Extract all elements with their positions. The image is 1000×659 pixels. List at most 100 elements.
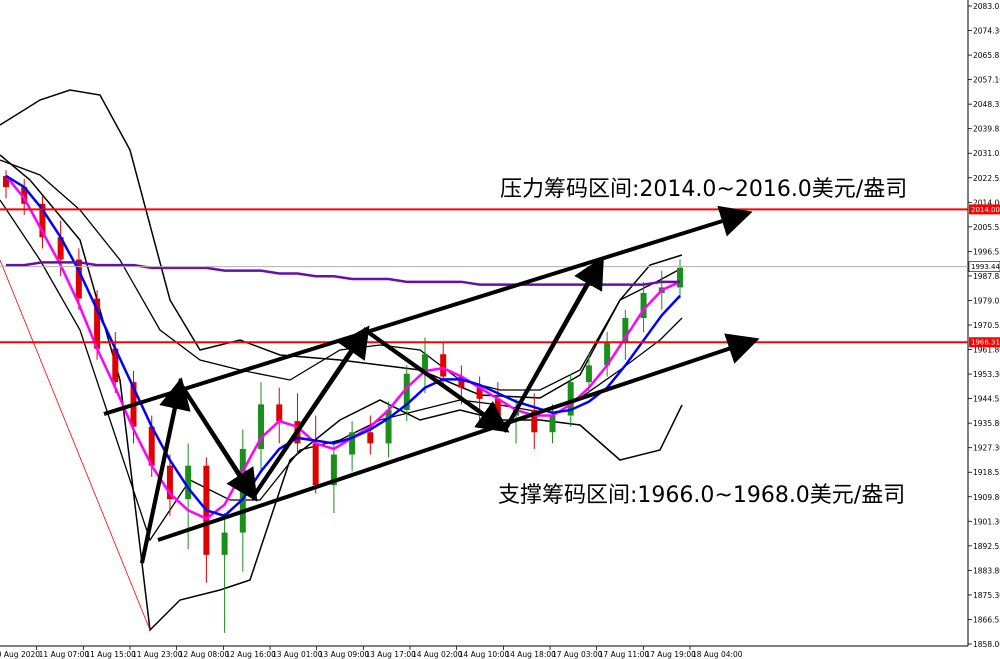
x-tick-label: 13 Aug 17:00: [365, 650, 416, 659]
candle: [330, 443, 337, 514]
candle-body: [57, 237, 64, 260]
svg-text:1966.31: 1966.31: [971, 339, 1000, 347]
candle-body: [349, 432, 356, 455]
candle-body: [185, 465, 192, 500]
candle-body: [476, 387, 483, 399]
moving-average-line-3: [6, 261, 680, 286]
wave-arrow-2: [178, 381, 258, 502]
candle: [3, 170, 9, 199]
candle: [349, 421, 356, 472]
moving-average-line-2: [5, 174, 681, 518]
y-tick-label: 1875.30: [973, 591, 1000, 600]
candle-body: [330, 454, 337, 486]
candle-body: [567, 382, 574, 416]
y-tick-label: 1970.55: [973, 321, 1000, 330]
x-tick-label: 13 Aug 01:00: [272, 650, 323, 659]
y-tick-label: 1961.80: [973, 346, 1000, 355]
y-tick-label: 2065.85: [973, 51, 1000, 60]
candle-body: [531, 409, 538, 433]
candle-body: [221, 532, 228, 555]
x-tick-label: 18 Aug 04:00: [692, 650, 743, 659]
support-price-tag: 1966.31: [969, 337, 1000, 348]
support-annotation: 支撑筹码区间:1966.0~1968.0美元/盎司: [498, 483, 905, 508]
candle: [221, 513, 228, 633]
candle-body: [112, 348, 119, 383]
candle: [75, 248, 82, 310]
x-tick-label: 10 Aug 2020: [0, 650, 40, 659]
y-tick-label: 1944.55: [973, 395, 1000, 404]
y-tick-label: 1866.55: [973, 615, 1000, 624]
candle-body: [549, 415, 556, 433]
candle: [166, 454, 173, 516]
y-axis-ticks: 2083.05 2074.30 2065.85 2057.10 2048.35 2039.…: [968, 2, 1000, 649]
candle: [312, 415, 319, 494]
svg-text:1993.44: 1993.44: [971, 263, 1000, 271]
y-tick-label: 2022.55: [973, 174, 1000, 183]
x-tick-label: 17 Aug 11:00: [599, 650, 650, 659]
candle: [677, 259, 683, 299]
y-tick-label: 2014.00: [973, 198, 1000, 207]
y-tick-label: 1927.30: [973, 444, 1000, 453]
y-tick-label: 1858.00: [973, 640, 1000, 649]
current-price-tag: 1993.44: [968, 261, 1000, 272]
y-tick-label: 1979.05: [973, 296, 1000, 305]
moving-average-line-1: [5, 175, 681, 521]
candle-body: [3, 175, 9, 188]
svg-text:2014.00: 2014.00: [971, 206, 1000, 214]
candle-body: [312, 443, 319, 486]
channel-upper-arrow: [103, 205, 753, 416]
candle-body: [148, 426, 155, 466]
moving-averages: [5, 174, 681, 521]
y-tick-label: 2048.35: [973, 100, 1000, 109]
candle-body: [39, 203, 46, 238]
candle-body: [258, 404, 265, 449]
candle-body: [640, 292, 647, 319]
candle-body: [403, 373, 410, 410]
y-tick-label: 1901.30: [973, 517, 1000, 526]
candle-body: [385, 409, 392, 444]
x-tick-label: 14 Aug 18:00: [505, 650, 556, 659]
wave-arrow-3: [251, 325, 370, 499]
candle: [549, 404, 556, 444]
y-tick-label: 2083.05: [973, 2, 1000, 11]
candle-body: [75, 259, 82, 299]
candle-body: [458, 376, 465, 388]
candle-body: [604, 343, 611, 366]
candle: [622, 309, 629, 360]
y-tick-label: 1883.80: [973, 566, 1000, 575]
candle-body: [440, 354, 447, 377]
x-tick-label: 12 Aug 16:00: [225, 650, 276, 659]
y-tick-label: 1935.80: [973, 419, 1000, 428]
x-tick-label: 17 Aug 03:00: [552, 650, 603, 659]
candle-body: [166, 465, 173, 500]
x-tick-label: 17 Aug 19:00: [645, 650, 696, 659]
candle-body: [585, 365, 592, 383]
bollinger-outer-upper: [0, 89, 683, 399]
candle: [39, 195, 46, 249]
candle-body: [677, 267, 683, 288]
x-tick-label: 12 Aug 08:00: [179, 650, 230, 659]
y-tick-label: 1953.30: [973, 370, 1000, 379]
x-tick-label: 11 Aug 07:00: [39, 650, 90, 659]
candle: [276, 387, 283, 444]
resistance-annotation: 压力筹码区间:2014.0~2016.0美元/盎司: [500, 177, 907, 202]
channel-lower-arrow: [157, 333, 760, 542]
x-tick-label: 14 Aug 02:00: [412, 650, 463, 659]
y-tick-label: 2074.30: [973, 27, 1000, 36]
y-tick-label: 1987.84: [973, 272, 1000, 281]
wave-arrow-1: [140, 377, 191, 564]
y-tick-label: 2039.85: [973, 125, 1000, 134]
x-tick-label: 11 Aug 23:00: [132, 650, 183, 659]
x-tick-label: 13 Aug 09:00: [319, 650, 370, 659]
wave-arrow-4: [363, 328, 510, 433]
resistance-price-tag: 2014.00: [969, 204, 1000, 215]
candle: [531, 393, 538, 449]
y-tick-label: 1918.55: [973, 468, 1000, 477]
candle: [640, 281, 647, 332]
x-tick-label: 14 Aug 10:00: [459, 650, 510, 659]
y-tick-label: 1892.55: [973, 542, 1000, 551]
candle-body: [276, 404, 283, 422]
candle: [403, 365, 410, 422]
y-tick-label: 2005.55: [973, 223, 1000, 232]
